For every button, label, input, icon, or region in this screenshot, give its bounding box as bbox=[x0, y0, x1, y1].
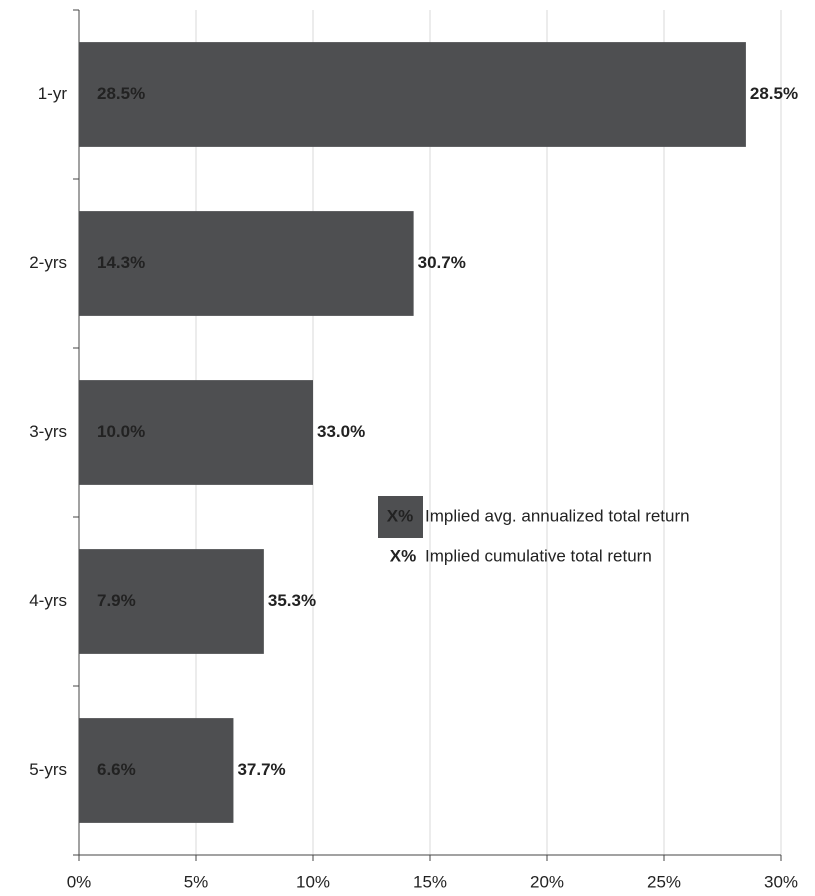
legend-swatch bbox=[378, 496, 423, 538]
bar-value-label: 28.5% bbox=[97, 84, 145, 103]
bar-value-label: 6.6% bbox=[97, 760, 136, 779]
legend-symbol: X% bbox=[387, 506, 413, 525]
bar bbox=[79, 42, 746, 147]
bar-value-label: 10.0% bbox=[97, 422, 145, 441]
bar bbox=[79, 718, 234, 823]
cumulative-label: 28.5% bbox=[750, 84, 798, 103]
cumulative-label: 35.3% bbox=[268, 591, 316, 610]
cumulative-label: 33.0% bbox=[317, 422, 365, 441]
cumulative-label: 30.7% bbox=[418, 253, 466, 272]
bar bbox=[79, 380, 313, 485]
y-tick-label: 1-yr bbox=[38, 84, 68, 103]
x-tick-label: 25% bbox=[647, 872, 681, 891]
y-tick-label: 5-yrs bbox=[29, 760, 67, 779]
bar-value-label: 7.9% bbox=[97, 591, 136, 610]
x-tick-label: 5% bbox=[184, 872, 209, 891]
x-tick-label: 10% bbox=[296, 872, 330, 891]
bar bbox=[79, 211, 414, 316]
x-tick-label: 15% bbox=[413, 872, 447, 891]
x-tick-label: 20% bbox=[530, 872, 564, 891]
legend-label: Implied avg. annualized total return bbox=[425, 506, 690, 525]
legend-label: Implied cumulative total return bbox=[425, 546, 652, 565]
bar bbox=[79, 549, 264, 654]
bar-value-label: 14.3% bbox=[97, 253, 145, 272]
y-tick-label: 2-yrs bbox=[29, 253, 67, 272]
y-tick-label: 3-yrs bbox=[29, 422, 67, 441]
x-tick-label: 30% bbox=[764, 872, 798, 891]
legend-symbol: X% bbox=[390, 546, 416, 565]
x-tick-label: 0% bbox=[67, 872, 92, 891]
y-tick-label: 4-yrs bbox=[29, 591, 67, 610]
cumulative-label: 37.7% bbox=[237, 760, 285, 779]
